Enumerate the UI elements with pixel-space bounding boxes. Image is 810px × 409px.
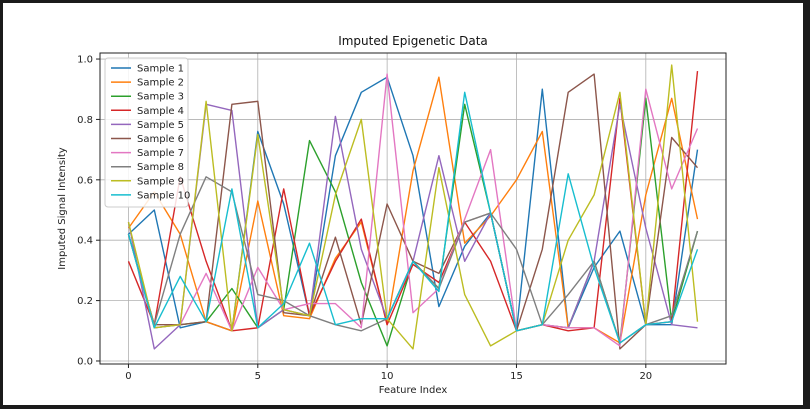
series-line-sample-7	[127, 73, 699, 347]
legend-label-sample-5: Sample 5	[137, 120, 184, 131]
legend-label-sample-3: Sample 3	[137, 92, 184, 103]
tick-layer: 0 5 10 15 20 0.0 0.2 0.4 0.6 0.8 1.0	[77, 55, 652, 382]
legend-label-sample-10: Sample 10	[137, 190, 190, 201]
legend-label-sample-7: Sample 7	[137, 148, 184, 159]
series-layer	[127, 64, 699, 350]
series-line-sample-4	[127, 71, 699, 332]
x-tick-label: 10	[381, 371, 394, 382]
series-line-sample-9	[127, 64, 699, 350]
y-tick-label: 1.0	[77, 55, 93, 66]
legend-label-sample-4: Sample 4	[137, 106, 184, 117]
chart-title: Imputed Epigenetic Data	[338, 34, 488, 48]
x-tick-label: 20	[639, 371, 652, 382]
y-tick-label: 0.8	[77, 115, 93, 126]
line-chart: Imputed Epigenetic Data 0 5 10 15 20 0.0 0.2 0.…	[57, 34, 727, 396]
x-tick-label: 5	[255, 371, 261, 382]
legend-label-sample-9: Sample 9	[137, 176, 184, 187]
legend-label-sample-6: Sample 6	[137, 134, 184, 145]
y-axis-label: Imputed Signal Intensity	[57, 147, 68, 269]
y-tick-label: 0.6	[77, 175, 93, 186]
y-tick-label: 0.2	[77, 296, 93, 307]
y-tick-label: 0.4	[77, 236, 93, 247]
series-line-sample-1	[128, 76, 699, 332]
legend-label-sample-2: Sample 2	[137, 78, 184, 89]
x-tick-label: 15	[510, 371, 523, 382]
series-line-sample-10	[127, 91, 699, 344]
legend-box	[104, 57, 189, 208]
legend: Sample 1 Sample 2 Sample 3 Sample 4 Sample 5…	[104, 57, 190, 208]
figure-canvas: Imputed Epigenetic Data 0 5 10 15 20 0.0 0.2 0.…	[3, 3, 803, 405]
series-line-sample-2	[127, 76, 699, 344]
y-tick-label: 0.0	[77, 356, 93, 367]
plot-area-frame	[99, 52, 727, 365]
x-tick-label: 0	[125, 371, 131, 382]
legend-label-sample-8: Sample 8	[137, 162, 184, 173]
legend-label-sample-1: Sample 1	[137, 64, 184, 75]
x-axis-label: Feature Index	[379, 385, 448, 396]
